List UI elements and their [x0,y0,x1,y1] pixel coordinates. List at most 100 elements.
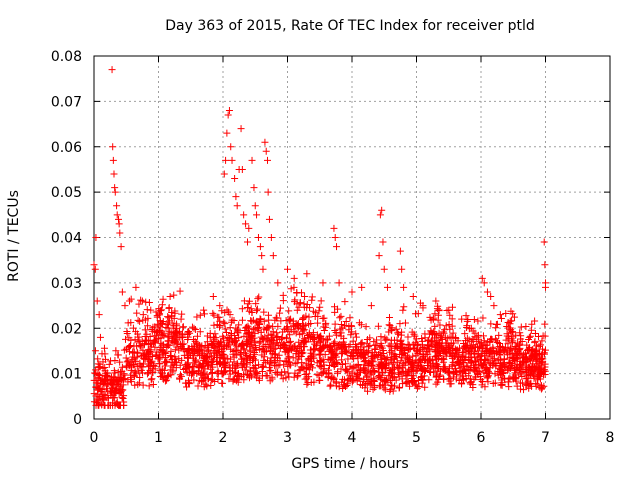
noise-point [454,358,462,366]
noise-point [394,329,402,337]
noise-point [113,398,121,406]
noise-point [135,300,143,308]
noise-point [396,320,404,328]
noise-point [122,362,130,370]
noise-point [331,320,339,328]
noise-point [254,327,262,335]
noise-point [373,336,381,344]
noise-point [251,337,259,345]
data-point [535,342,543,350]
noise-point [279,291,287,299]
noise-point [453,346,461,354]
noise-point [352,330,360,338]
noise-point [487,346,495,354]
noise-point [324,355,332,363]
noise-point [313,340,321,348]
noise-point [291,296,299,304]
noise-point [435,307,443,315]
noise-point [308,293,316,301]
noise-point [99,364,107,372]
noise-point [163,342,171,350]
noise-point [178,310,186,318]
noise-point [380,349,388,357]
noise-point [133,353,141,361]
noise-point [431,330,439,338]
noise-point [383,360,391,368]
noise-point [107,389,115,397]
noise-point [363,373,371,381]
noise-point [375,371,383,379]
noise-point [442,322,450,330]
noise-point [368,380,376,388]
noise-point [280,340,288,348]
noise-point [116,358,124,366]
noise-point [376,382,384,390]
noise-point [506,358,514,366]
noise-point [355,319,363,327]
noise-point [495,331,503,339]
noise-point [229,347,237,355]
noise-point [158,301,166,309]
noise-point [189,345,197,353]
noise-point [189,335,197,343]
noise-point [208,361,216,369]
noise-point [159,372,167,380]
data-point [258,252,266,260]
noise-point [141,326,149,334]
noise-point [245,297,253,305]
noise-point [375,360,383,368]
noise-point [176,287,184,295]
noise-point [459,376,467,384]
noise-point [474,347,482,355]
noise-point [146,348,154,356]
noise-point [235,321,243,329]
noise-point [414,377,422,385]
noise-point [165,333,173,341]
noise-point [340,343,348,351]
noise-point [342,382,350,390]
noise-point [510,354,518,362]
noise-point [203,354,211,362]
noise-point [171,307,179,315]
noise-point [150,339,158,347]
noise-point [215,339,223,347]
noise-point [276,309,284,317]
noise-point [344,377,352,385]
noise-point [285,338,293,346]
noise-point [180,351,188,359]
noise-point [394,343,402,351]
noise-point [406,367,414,375]
data-point [265,215,273,223]
noise-point [114,351,122,359]
noise-point [514,345,522,353]
noise-point [537,385,545,393]
x-tick-label: 0 [90,430,99,446]
noise-point [342,367,350,375]
noise-point [483,345,491,353]
data-point [242,220,250,228]
data-point [445,306,453,314]
noise-point [183,383,191,391]
noise-point [366,334,374,342]
noise-point [143,337,151,345]
noise-point [380,376,388,384]
noise-point [466,366,474,374]
noise-point [512,355,520,363]
noise-point [492,362,500,370]
noise-point [445,320,453,328]
noise-point [209,376,217,384]
noise-point [367,370,375,378]
noise-point [275,351,283,359]
noise-point [129,356,137,364]
noise-point [507,329,515,337]
noise-point [458,372,466,380]
noise-point [179,323,187,331]
noise-point [525,345,533,353]
noise-point [507,364,515,372]
noise-point [172,338,180,346]
y-axis-label: ROTI / TECUs [6,190,22,282]
noise-point [240,332,248,340]
noise-point [408,359,416,367]
data-point [232,193,240,201]
noise-point [482,370,490,378]
